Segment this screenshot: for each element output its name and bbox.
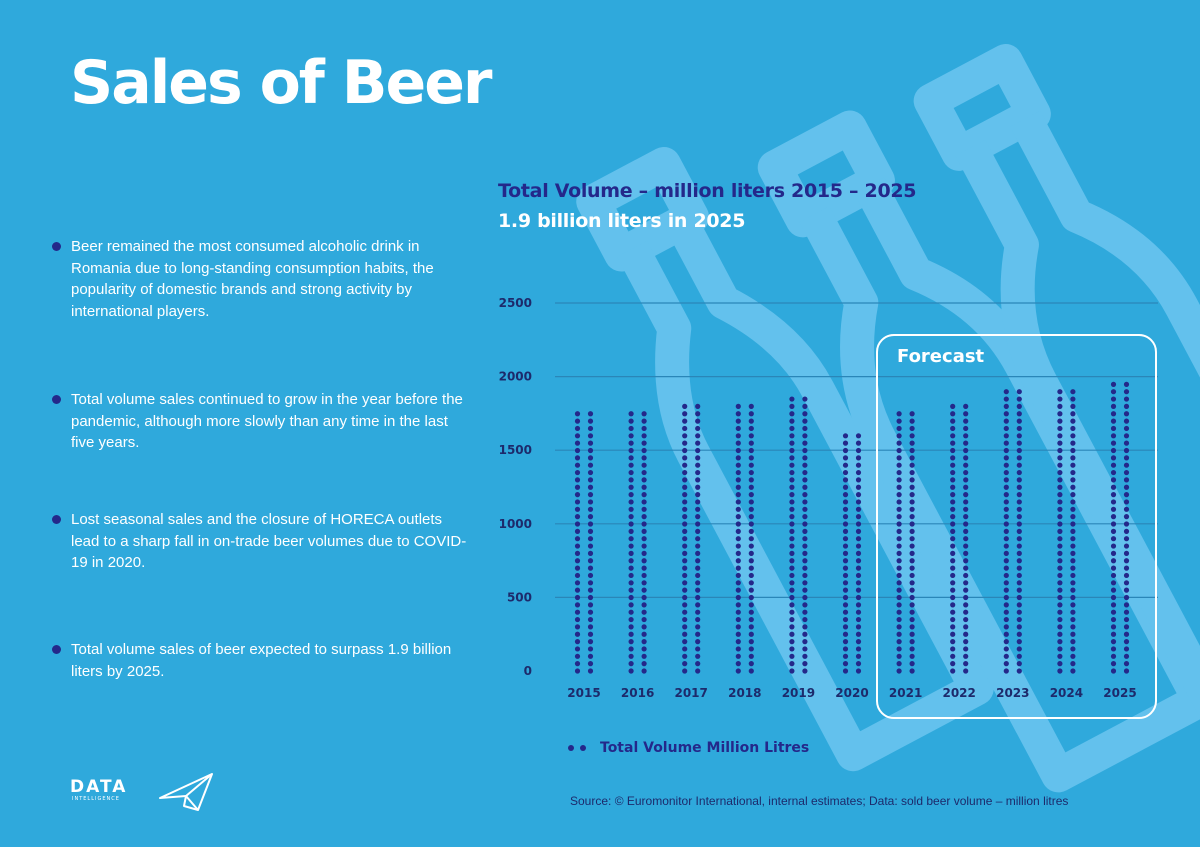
bullet-dot-icon (52, 395, 61, 404)
legend-dot-icon (568, 745, 574, 751)
bullet-item: Beer remained the most consumed alcoholi… (52, 236, 472, 323)
x-tick-label: 2018 (728, 686, 761, 700)
y-tick-label: 0 (524, 664, 532, 678)
source-note: Source: © Euromonitor International, int… (570, 794, 1069, 808)
bar-2022 (950, 403, 969, 674)
bullet-dot-icon (52, 242, 61, 251)
bullet-item: Total volume sales of beer expected to s… (52, 639, 472, 682)
page-title: Sales of Beer (70, 48, 492, 118)
x-tick-label: 2019 (782, 686, 815, 700)
bullet-text: Lost seasonal sales and the closure of H… (71, 511, 467, 572)
x-tick-label: 2017 (674, 686, 707, 700)
legend-label: Total Volume Million Litres (600, 740, 810, 756)
y-tick-label: 2000 (499, 370, 532, 384)
x-tick-label: 2025 (1103, 686, 1136, 700)
x-tick-label: 2015 (567, 686, 600, 700)
bar-2015 (574, 411, 594, 674)
bar-2017 (682, 403, 701, 674)
bullet-dot-icon (52, 645, 61, 654)
bullet-item: Total volume sales continued to grow in … (52, 389, 472, 454)
bar-2019 (789, 396, 808, 674)
bar-2023 (1003, 389, 1022, 674)
bar-2020 (842, 433, 862, 674)
forecast-label: Forecast (897, 346, 985, 367)
x-tick-label: 2024 (1050, 686, 1083, 700)
bar-2016 (628, 411, 647, 674)
paper-plane-icon (159, 773, 213, 811)
forecast-region (876, 334, 1157, 719)
chart-title: Total Volume – million liters 2015 – 202… (498, 180, 917, 202)
x-tick-label: 2021 (889, 686, 922, 700)
logo-text: DATA (70, 777, 128, 797)
y-tick-label: 500 (507, 590, 532, 604)
bullet-text: Beer remained the most consumed alcoholi… (71, 238, 434, 321)
data-intelligence-logo: DATA INTELLIGENCE (70, 778, 127, 802)
bar-2024 (1057, 389, 1076, 674)
x-tick-label: 2016 (621, 686, 654, 700)
legend-dot-icon (580, 745, 586, 751)
bullet-text: Total volume sales of beer expected to s… (71, 641, 452, 680)
x-tick-label: 2023 (996, 686, 1029, 700)
y-tick-label: 1000 (499, 517, 532, 531)
y-tick-label: 2500 (499, 296, 532, 310)
bar-2025 (1110, 381, 1130, 674)
x-tick-label: 2020 (835, 686, 868, 700)
chart-subtitle: 1.9 billion liters in 2025 (498, 210, 746, 232)
bullet-dot-icon (52, 515, 61, 524)
bullet-text: Total volume sales continued to grow in … (71, 391, 463, 452)
bullet-item: Lost seasonal sales and the closure of H… (52, 509, 472, 574)
bar-2021 (896, 411, 915, 674)
bar-2018 (735, 403, 754, 674)
x-tick-label: 2022 (942, 686, 975, 700)
y-tick-label: 1500 (499, 443, 532, 457)
logo-subtext: INTELLIGENCE (72, 796, 120, 802)
chart-legend: Total Volume Million Litres (568, 740, 809, 756)
